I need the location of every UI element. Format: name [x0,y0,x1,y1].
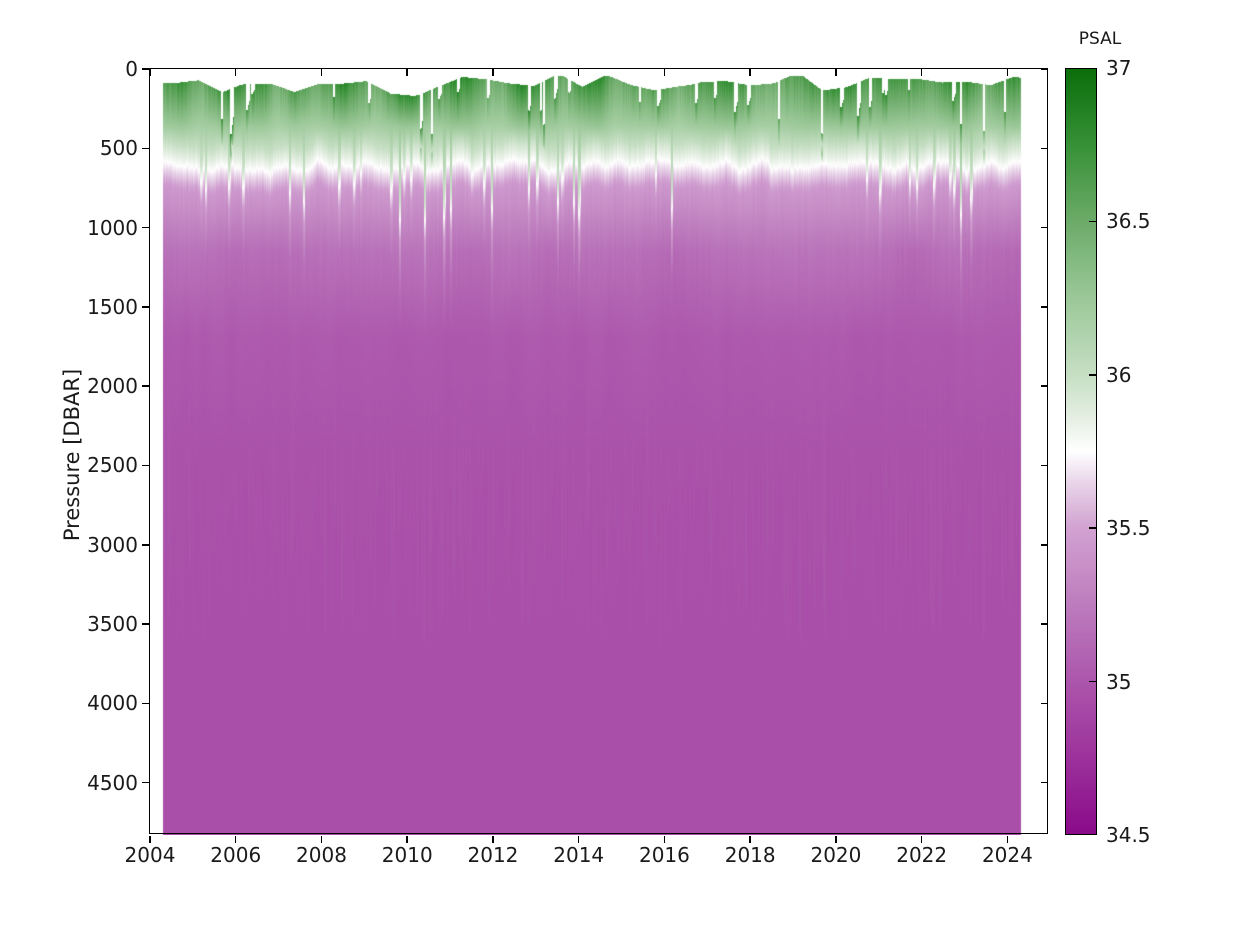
x-tick-label: 2022 [896,843,948,867]
y-tick [142,68,149,70]
colorbar-title: PSAL [1078,29,1122,49]
y-tick-right [1041,544,1048,546]
x-tick-label: 2012 [467,843,519,867]
y-tick [142,306,149,308]
colorbar-tick [1089,527,1097,529]
y-tick-label: 3000 [87,532,138,557]
y-tick [142,385,149,387]
y-tick-right [1041,623,1048,625]
y-tick-label: 4000 [87,691,138,716]
colorbar-tick [1089,680,1097,683]
x-tick-top [577,69,580,76]
y-tick [142,147,149,150]
colorbar-tick-label: 35.5 [1106,516,1151,541]
y-tick-label: 1000 [87,215,138,240]
colorbar-gradient [1066,69,1096,834]
x-tick [406,836,408,843]
y-tick [142,623,149,625]
x-tick-label: 2016 [638,843,690,867]
x-tick-top [234,69,237,76]
x-tick-label: 2024 [981,843,1033,867]
y-tick-right [1041,147,1048,150]
x-tick-top [835,69,837,76]
x-tick [663,836,666,843]
x-tick [149,836,151,843]
y-tick-label: 3500 [87,612,138,637]
colorbar-tick [1089,220,1097,223]
y-tick-label: 0 [125,57,138,81]
x-tick-label: 2008 [296,843,347,867]
x-tick-top [149,69,151,76]
colorbar-tick-label: 34.5 [1106,823,1151,847]
colorbar-tick-label: 37 [1106,56,1132,80]
x-tick [577,836,580,843]
x-tick [920,836,923,843]
x-tick-top [320,69,323,76]
x-tick [234,836,237,843]
x-tick-label: 2006 [210,843,262,867]
x-tick-label: 2004 [124,843,176,867]
x-tick [492,836,494,843]
salinity-heatmap [150,69,1049,835]
colorbar-tick-label: 36 [1106,362,1132,387]
y-tick-label: 500 [99,136,138,161]
y-tick-right [1041,702,1048,705]
x-tick [749,836,751,843]
y-tick [142,544,149,546]
x-tick-label: 2018 [724,843,776,867]
colorbar-tick [1089,374,1097,376]
y-tick-label: 2000 [87,374,138,399]
x-tick-top [1006,69,1009,76]
y-tick [142,226,149,229]
x-tick-top [492,69,494,76]
y-tick-label: 1500 [87,294,138,319]
y-tick [142,464,149,467]
y-tick-label: 4500 [87,770,138,795]
x-tick-top [920,69,923,76]
y-tick-right [1041,306,1048,308]
x-tick [835,836,837,843]
y-tick [142,702,149,705]
x-tick-label: 2014 [553,843,605,867]
x-tick [1006,836,1009,843]
y-tick-right [1041,781,1048,784]
x-tick-label: 2020 [810,843,862,867]
y-tick-label: 2500 [87,453,138,478]
colorbar-tick-label: 35 [1106,669,1132,694]
colorbar-tick-label: 36.5 [1106,209,1151,234]
colorbar [1065,68,1097,835]
y-tick-right [1041,68,1048,70]
x-tick-top [406,69,408,76]
y-tick-right [1041,385,1048,387]
y-tick [142,781,149,784]
y-tick-right [1041,464,1048,467]
x-tick [320,836,323,843]
y-tick-right [1041,226,1048,229]
x-tick-top [663,69,666,76]
x-tick-label: 2010 [381,843,433,867]
x-tick-top [749,69,751,76]
